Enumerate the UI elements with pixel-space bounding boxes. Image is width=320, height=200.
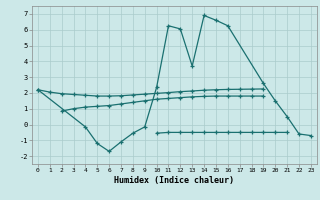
X-axis label: Humidex (Indice chaleur): Humidex (Indice chaleur) — [115, 176, 234, 185]
